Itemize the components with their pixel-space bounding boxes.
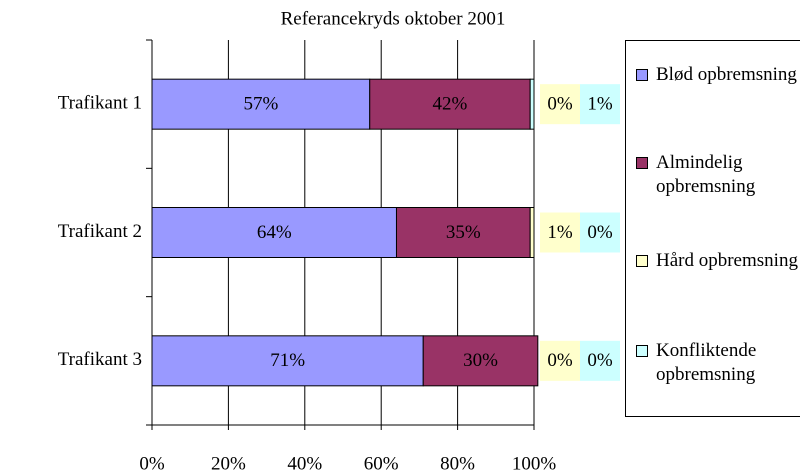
- data-label-background: [580, 84, 620, 125]
- x-tick-label: 80%: [440, 453, 475, 472]
- legend-label: Almindelig opbremsning: [656, 152, 756, 197]
- bar-segment: [369, 78, 531, 130]
- data-label: 42%: [433, 94, 468, 115]
- data-label: 0%: [587, 350, 613, 371]
- x-tick-label: 100%: [512, 453, 557, 472]
- bar-segment: [151, 78, 371, 130]
- x-tick-label: 20%: [211, 453, 246, 472]
- data-label-background: [580, 212, 620, 253]
- legend-label: Konfliktende opbremsning: [656, 340, 757, 385]
- bar-segment: [151, 335, 424, 387]
- data-label: 64%: [257, 222, 292, 243]
- chart-title: Referancekryds oktober 2001: [281, 8, 506, 29]
- data-label-background: [540, 84, 580, 125]
- data-label: 30%: [463, 350, 498, 371]
- y-tick-label: Trafikant 2: [58, 221, 142, 242]
- data-label: 1%: [587, 94, 613, 115]
- y-tick-label: Trafikant 1: [58, 93, 142, 114]
- data-label: 0%: [587, 222, 613, 243]
- data-label: 35%: [446, 222, 481, 243]
- legend-swatch: [636, 69, 648, 81]
- data-label: 0%: [547, 94, 573, 115]
- data-label: 71%: [270, 350, 305, 371]
- x-tick-label: 0%: [139, 453, 165, 472]
- bar-segment: [422, 335, 539, 387]
- data-label-background: [540, 340, 580, 381]
- data-label-background: [580, 340, 620, 381]
- legend-label: Hård opbremsning: [656, 250, 798, 271]
- bar-segment: [529, 78, 535, 130]
- bar-segment: [151, 207, 397, 258]
- data-label: 0%: [547, 350, 573, 371]
- legend-label: Blød opbremsning: [656, 64, 797, 85]
- data-label: 57%: [243, 94, 278, 115]
- x-tick-label: 40%: [287, 453, 322, 472]
- data-label: 1%: [547, 222, 573, 243]
- data-label-background: [540, 212, 580, 253]
- bar-segment: [395, 207, 531, 258]
- bar-segment: [529, 207, 535, 258]
- y-tick-label: Trafikant 3: [58, 349, 142, 370]
- legend-swatch: [636, 345, 648, 357]
- legend-swatch: [636, 157, 648, 169]
- legend: Blød opbremsning Almindelig opbremsning Hå…: [625, 40, 800, 417]
- legend-swatch: [636, 255, 648, 267]
- x-tick-label: 60%: [364, 453, 399, 472]
